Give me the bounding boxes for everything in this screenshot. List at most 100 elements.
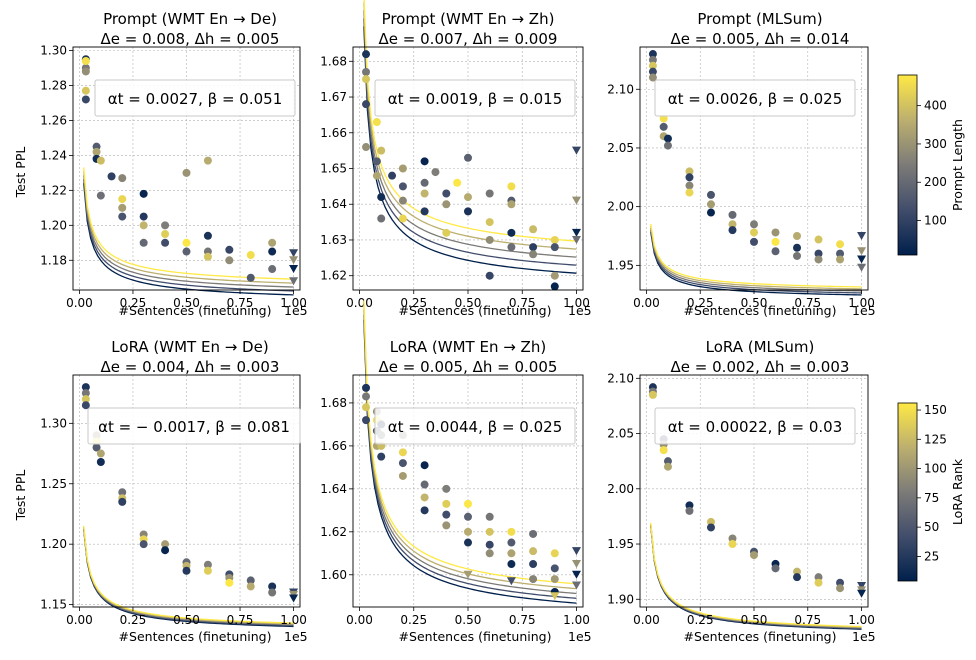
y-tick-label: 1.18 bbox=[40, 253, 67, 267]
data-point bbox=[118, 488, 127, 497]
x-tick-label: 0.75 bbox=[227, 296, 254, 310]
data-point bbox=[268, 582, 277, 591]
x-tick-label: 0.50 bbox=[455, 296, 482, 310]
data-point bbox=[362, 416, 371, 425]
y-tick-label: 1.24 bbox=[40, 148, 67, 162]
data-point bbox=[529, 560, 538, 569]
fit-curve bbox=[363, 2, 577, 250]
chart-3-subtitle: Δe = 0.005, Δh = 0.014 bbox=[671, 30, 850, 48]
x-tick-label: 0.00 bbox=[66, 613, 93, 627]
y-tick-label: 1.63 bbox=[320, 233, 347, 247]
data-point bbox=[648, 50, 657, 59]
x-tick-label: 0.50 bbox=[741, 296, 768, 310]
fit-curve bbox=[83, 529, 294, 628]
data-point bbox=[814, 578, 823, 587]
chart-2-title: Prompt (WMT En → Zh) bbox=[382, 10, 555, 28]
fit-curve bbox=[363, 26, 577, 274]
holdout-point bbox=[857, 232, 867, 240]
y-tick-label: 1.68 bbox=[320, 396, 347, 410]
x-tick-label: 0.75 bbox=[227, 613, 254, 627]
fit-params-box bbox=[654, 407, 856, 445]
fit-curve bbox=[363, 0, 577, 242]
colorbar-tick-label: 25 bbox=[924, 549, 939, 563]
y-tick-label: 1.66 bbox=[320, 439, 347, 453]
colorbar-tick-label: 100 bbox=[924, 214, 947, 228]
data-point bbox=[507, 538, 516, 547]
y-tick-label: 1.64 bbox=[320, 197, 347, 211]
data-point bbox=[182, 168, 191, 177]
y-tick-label: 1.25 bbox=[40, 477, 67, 491]
data-point bbox=[728, 210, 737, 219]
fit-curve bbox=[83, 167, 294, 280]
fit-params-box bbox=[94, 79, 296, 117]
data-point bbox=[750, 228, 758, 237]
colorbar-1-ticks: 100 200 300 400 bbox=[917, 99, 947, 228]
x-tick-label: 0.25 bbox=[120, 613, 147, 627]
y-tick-label: 2.10 bbox=[607, 82, 634, 96]
chart-3: 0.00 0.25 0.50 0.75 1.00 1.95 2.00 2.05 2.10 αt =… bbox=[607, 46, 875, 310]
x-tick-label: 0.50 bbox=[741, 613, 768, 627]
data-point bbox=[550, 243, 559, 252]
y-tick-label: 1.90 bbox=[607, 592, 634, 606]
data-point bbox=[246, 582, 255, 591]
data-point bbox=[398, 459, 407, 468]
data-point bbox=[507, 560, 516, 569]
y-tick-label: 2.05 bbox=[607, 141, 634, 155]
data-point bbox=[464, 538, 472, 547]
data-point bbox=[372, 171, 381, 180]
plots-layer: 0.00 0.25 0.50 0.75 1.00 1.18 1.20 1.22 1.24 1.26… bbox=[40, 0, 947, 630]
x-tick-label: 1.00 bbox=[563, 296, 590, 310]
chart-5: 0.00 0.25 0.50 0.75 1.00 1.60 1.62 1.64 1.66 1.68… bbox=[320, 300, 590, 627]
data-point bbox=[464, 207, 472, 216]
data-point bbox=[161, 546, 170, 555]
fit-curve bbox=[363, 310, 577, 595]
data-point bbox=[96, 191, 105, 200]
data-point bbox=[550, 564, 559, 573]
data-point bbox=[550, 235, 559, 244]
data-point bbox=[398, 164, 407, 173]
x-tick-label: 0.75 bbox=[794, 613, 821, 627]
x-tick-label: 0.00 bbox=[633, 613, 660, 627]
fit-curve bbox=[83, 175, 294, 288]
data-point bbox=[377, 193, 386, 202]
fit-curve bbox=[83, 527, 294, 626]
x-tick-label: 1.00 bbox=[848, 296, 875, 310]
data-point bbox=[550, 282, 559, 291]
data-point bbox=[836, 249, 845, 258]
y-tick-label: 1.20 bbox=[40, 218, 67, 232]
data-point bbox=[362, 403, 371, 412]
data-point bbox=[648, 390, 657, 399]
y-tick-label: 1.95 bbox=[607, 537, 634, 551]
holdout-point bbox=[857, 263, 867, 272]
data-point bbox=[92, 147, 101, 156]
holdout-point bbox=[571, 581, 581, 590]
chart-6: 0.00 0.25 0.50 0.75 1.00 1.90 1.95 2.00 2.05 2.10… bbox=[607, 371, 875, 630]
data-point bbox=[529, 243, 538, 252]
data-point bbox=[442, 484, 451, 493]
y-tick-label: 1.64 bbox=[320, 482, 347, 496]
y-tick-label: 1.68 bbox=[320, 54, 347, 68]
holdout-point bbox=[857, 589, 867, 598]
y-tick-label: 1.62 bbox=[320, 269, 347, 283]
fit-curve bbox=[363, 319, 577, 604]
x-tick-label: 0.75 bbox=[509, 296, 536, 310]
fit-params-text: αt = − 0.0017, β = 0.081 bbox=[98, 418, 290, 436]
y-tick-label: 2.00 bbox=[607, 482, 634, 496]
chart-2: 0.00 0.25 0.50 0.75 1.00 1.62 1.63 1.64 1.65 1.66… bbox=[320, 0, 590, 310]
data-point bbox=[659, 122, 668, 131]
data-point bbox=[464, 499, 472, 508]
x-tick-label: 0.25 bbox=[120, 296, 147, 310]
x-tick-label: 0.50 bbox=[173, 296, 200, 310]
data-point bbox=[362, 50, 371, 59]
x-tick-label: 0.00 bbox=[66, 296, 93, 310]
chart-6-xlabel: #Sentences (finetuning) bbox=[684, 629, 837, 644]
y-tick-label: 1.30 bbox=[40, 416, 67, 430]
y-tick-label: 1.26 bbox=[40, 113, 67, 127]
fit-curve bbox=[650, 523, 862, 628]
data-point bbox=[118, 174, 127, 183]
data-point bbox=[814, 249, 823, 258]
chart-1-xlabel: #Sentences (finetuning) bbox=[119, 303, 272, 318]
data-point bbox=[420, 178, 429, 187]
data-point bbox=[685, 173, 694, 182]
data-point bbox=[420, 506, 429, 515]
